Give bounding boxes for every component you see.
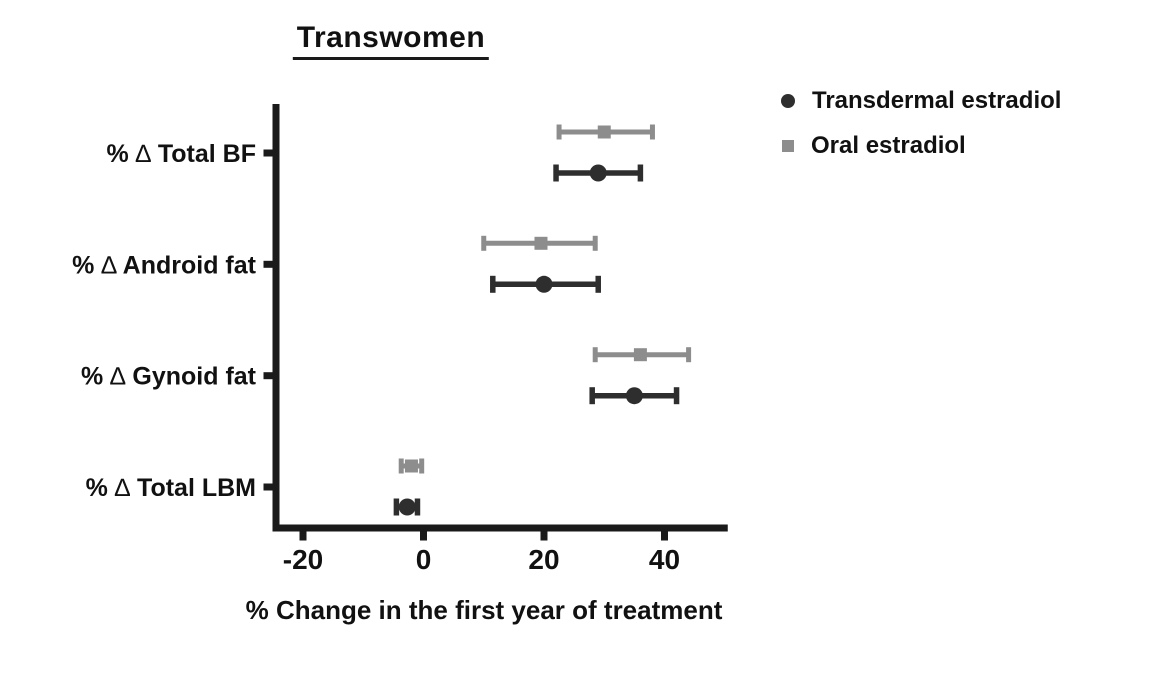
data-point-square: [633, 348, 647, 362]
x-axis-label: % Change in the first year of treatment: [245, 595, 723, 625]
legend-item-oral-estradiol: Oral estradiol: [781, 130, 1061, 161]
x-tick-label: 0: [416, 544, 432, 575]
x-axis-spine: [272, 524, 728, 532]
square-marker-icon: [782, 139, 794, 152]
data-point-circle: [535, 275, 553, 293]
y-tick: [263, 372, 273, 380]
legend-item-transdermal-estradiol: Transdermal estradiol: [781, 85, 1061, 116]
x-tick-label: -20: [283, 544, 323, 575]
y-category-label: % ∆ Total BF: [106, 140, 256, 168]
data-point-square: [597, 125, 611, 139]
y-category-label: % ∆ Gynoid fat: [81, 363, 257, 391]
y-tick: [263, 483, 273, 491]
x-tick-label: 20: [528, 544, 559, 575]
chart-title: Transwomen: [292, 21, 490, 60]
x-tick: [299, 531, 307, 541]
legend: Transdermal estradiol Oral estradiol: [781, 85, 1061, 175]
x-tick: [420, 531, 427, 541]
y-category-label: % ∆ Total LBM: [86, 474, 256, 502]
x-tick: [540, 531, 548, 541]
data-point-circle: [589, 164, 607, 182]
x-tick: [661, 531, 668, 541]
legend-label: Transdermal estradiol: [812, 86, 1062, 114]
y-category-label: % ∆ Android fat: [72, 251, 256, 279]
data-point-circle: [625, 387, 643, 405]
data-point-square: [534, 236, 548, 250]
y-tick: [263, 260, 273, 268]
x-tick-label: 40: [649, 544, 680, 575]
legend-label: Oral estradiol: [811, 131, 966, 159]
data-point-circle: [398, 498, 416, 516]
y-axis-spine: [272, 104, 280, 532]
y-tick: [263, 149, 273, 157]
circle-marker-icon: [781, 93, 795, 108]
data-point-square: [404, 459, 418, 473]
